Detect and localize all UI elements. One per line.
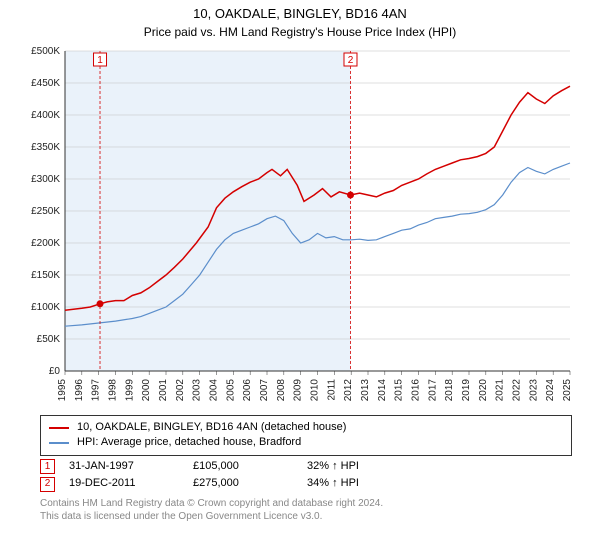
svg-text:£450K: £450K [31,78,60,89]
chart-subtitle: Price paid vs. HM Land Registry's House … [0,21,600,39]
svg-text:2019: 2019 [461,379,472,402]
svg-text:2008: 2008 [276,379,287,402]
svg-text:2025: 2025 [562,379,573,402]
legend-item-price-paid: 10, OAKDALE, BINGLEY, BD16 4AN (detached… [49,420,563,435]
legend-label: 10, OAKDALE, BINGLEY, BD16 4AN (detached… [77,420,346,435]
svg-text:2017: 2017 [427,379,438,402]
svg-text:2009: 2009 [293,379,304,402]
svg-text:£50K: £50K [37,334,61,345]
svg-text:2004: 2004 [209,379,220,402]
svg-text:2023: 2023 [528,379,539,402]
svg-text:£500K: £500K [31,46,60,57]
transaction-pct: 34% ↑ HPI [307,475,359,493]
svg-text:2012: 2012 [343,379,354,402]
transaction-price: £275,000 [193,475,293,493]
svg-text:2006: 2006 [242,379,253,402]
transaction-row: 1 31-JAN-1997 £105,000 32% ↑ HPI [40,458,572,476]
svg-text:2011: 2011 [326,379,337,401]
line-chart: £0 £50K £100K £150K £200K £250K £300K £350K £400… [20,41,580,411]
svg-text:2001: 2001 [158,379,169,402]
svg-text:£100K: £100K [31,302,60,313]
legend-box: 10, OAKDALE, BINGLEY, BD16 4AN (detached… [40,415,572,456]
svg-text:2000: 2000 [141,379,152,402]
svg-text:£200K: £200K [31,238,60,249]
legend-item-hpi: HPI: Average price, detached house, Brad… [49,435,563,450]
svg-text:1999: 1999 [124,379,135,402]
svg-text:2002: 2002 [175,379,186,402]
legend-label: HPI: Average price, detached house, Brad… [77,435,301,450]
svg-text:2005: 2005 [225,379,236,402]
legend-swatch [49,427,69,429]
svg-text:1998: 1998 [108,379,119,402]
chart-title: 10, OAKDALE, BINGLEY, BD16 4AN [0,0,600,21]
svg-text:2003: 2003 [192,379,203,402]
svg-text:1997: 1997 [91,379,102,402]
svg-text:1996: 1996 [74,379,85,402]
footer-line: This data is licensed under the Open Gov… [40,510,572,523]
svg-text:£250K: £250K [31,206,60,217]
svg-text:£0: £0 [49,366,61,377]
svg-text:2: 2 [348,55,354,66]
transactions-list: 1 31-JAN-1997 £105,000 32% ↑ HPI 2 19-DE… [40,458,572,493]
svg-text:£300K: £300K [31,174,60,185]
transaction-date: 31-JAN-1997 [69,458,179,476]
svg-text:1995: 1995 [57,379,68,402]
footer-line: Contains HM Land Registry data © Crown c… [40,497,572,510]
chart-container: 10, OAKDALE, BINGLEY, BD16 4AN Price pai… [0,0,600,560]
svg-text:2014: 2014 [377,379,388,402]
transaction-marker-icon: 2 [40,477,55,492]
svg-text:2015: 2015 [394,379,405,402]
svg-text:2013: 2013 [360,379,371,402]
transaction-marker-icon: 1 [40,459,55,474]
svg-text:2010: 2010 [310,379,321,402]
footer-attribution: Contains HM Land Registry data © Crown c… [40,497,572,523]
legend-swatch [49,442,69,444]
svg-text:2020: 2020 [478,379,489,402]
svg-text:2016: 2016 [411,379,422,402]
svg-text:£350K: £350K [31,142,60,153]
svg-text:1: 1 [97,55,103,66]
svg-text:2021: 2021 [495,379,506,402]
svg-text:2018: 2018 [444,379,455,402]
transaction-row: 2 19-DEC-2011 £275,000 34% ↑ HPI [40,475,572,493]
transaction-price: £105,000 [193,458,293,476]
svg-text:2022: 2022 [512,379,523,402]
svg-text:2024: 2024 [545,379,556,402]
transaction-pct: 32% ↑ HPI [307,458,359,476]
transaction-date: 19-DEC-2011 [69,475,179,493]
svg-text:£400K: £400K [31,110,60,121]
svg-text:2007: 2007 [259,379,270,402]
svg-text:£150K: £150K [31,270,60,281]
